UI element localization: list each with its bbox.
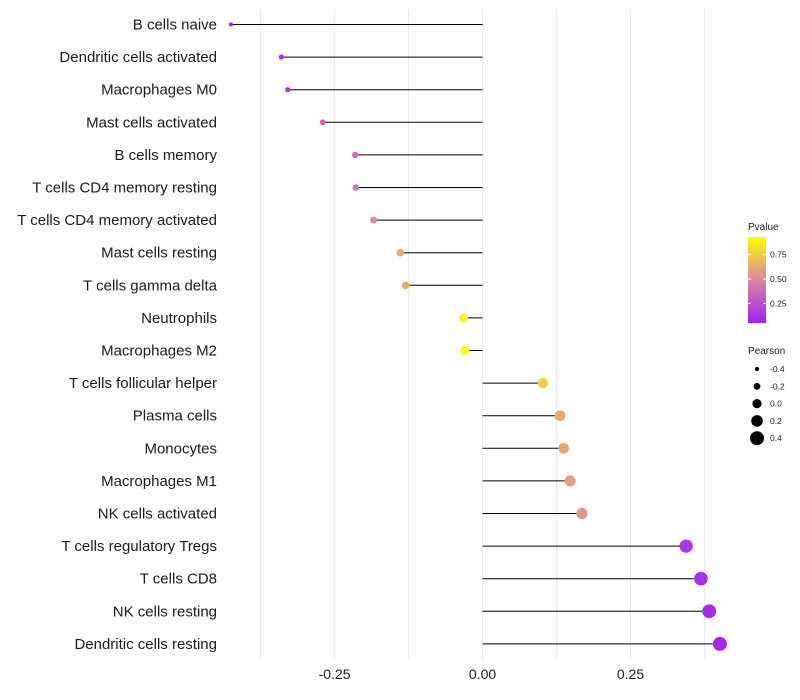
y-axis-labels: B cells naive Dendritic cells activated Ma… — [17, 17, 217, 653]
category-label: T cells CD4 memory activated — [17, 212, 217, 229]
lollipop-point — [712, 636, 727, 651]
category-label: NK cells resting — [113, 603, 217, 620]
category-label: NK cells activated — [98, 506, 217, 523]
lollipop-point — [537, 377, 549, 389]
lollipop-point — [558, 442, 570, 454]
lollipop-point — [352, 184, 360, 191]
lollipop-point — [285, 87, 291, 93]
size-legend-label: 0.0 — [770, 399, 782, 409]
colorbar-label: 0.75 — [770, 250, 787, 260]
category-label: Macrophages M0 — [101, 82, 217, 99]
lollipop-point — [564, 475, 576, 487]
lollipop-stems — [230, 24, 720, 645]
pearson-legend-title: Pearson — [748, 346, 785, 357]
category-label: Dendritic cells resting — [74, 636, 217, 653]
x-tick-label: 0.25 — [617, 666, 644, 682]
size-legend-dot — [750, 431, 764, 446]
lollipop-point — [460, 346, 470, 355]
category-label: Monocytes — [144, 440, 217, 457]
category-label: Mast cells resting — [101, 245, 217, 262]
lollipop-point — [576, 507, 588, 520]
size-legend-label: 0.2 — [770, 416, 782, 426]
x-tick-label: -0.25 — [319, 666, 351, 682]
size-legend-dot — [752, 399, 762, 409]
size-legend-label: 0.4 — [770, 433, 782, 443]
size-legend-label: -0.2 — [770, 381, 785, 391]
category-label: T cells regulatory Tregs — [61, 538, 217, 555]
lollipop-point — [401, 281, 410, 290]
lollipop-point — [278, 54, 284, 60]
colorbar-label: 0.50 — [770, 274, 787, 284]
pvalue-legend: Pvalue 0.25 0.50 0.75 — [748, 222, 787, 323]
lollipop-point — [679, 539, 693, 553]
lollipop-point — [228, 22, 233, 27]
pearson-legend: Pearson -0.4 -0.2 0.0 0.2 0.4 — [748, 346, 785, 446]
category-label: Macrophages M2 — [101, 343, 217, 360]
category-label: T cells follicular helper — [69, 375, 217, 392]
category-label: T cells CD8 — [140, 571, 217, 588]
lollipop-point — [396, 248, 404, 257]
size-legend-label: -0.4 — [770, 364, 785, 374]
grid-lines — [260, 10, 705, 660]
colorbar-label: 0.25 — [770, 298, 787, 308]
category-label: Macrophages M1 — [101, 473, 217, 490]
category-label: Plasma cells — [133, 408, 217, 425]
category-label: B cells memory — [114, 147, 217, 164]
category-label: Dendritic cells activated — [59, 49, 217, 66]
lollipop-point — [694, 571, 708, 586]
size-legend-dot — [751, 415, 763, 427]
lollipop-point — [459, 313, 468, 323]
size-legend-dot — [753, 382, 761, 390]
pvalue-legend-title: Pvalue — [748, 222, 779, 233]
category-label: B cells naive — [133, 17, 217, 34]
category-label: Mast cells activated — [86, 114, 217, 131]
x-tick-label: 0.00 — [469, 666, 496, 682]
category-label: T cells CD4 memory resting — [32, 180, 217, 197]
x-axis-ticks: -0.25 0.00 0.25 — [319, 666, 645, 682]
pvalue-colorbar — [748, 237, 766, 323]
category-label: Neutrophils — [141, 310, 217, 327]
lollipop-point — [370, 216, 378, 224]
category-label: T cells gamma delta — [83, 277, 218, 294]
lollipop-point — [702, 604, 717, 619]
lollipop-point — [351, 151, 359, 159]
lollipop-point — [554, 410, 566, 422]
lollipop-points — [228, 22, 727, 651]
size-legend-dot — [754, 366, 760, 372]
lollipop-point — [319, 119, 326, 126]
